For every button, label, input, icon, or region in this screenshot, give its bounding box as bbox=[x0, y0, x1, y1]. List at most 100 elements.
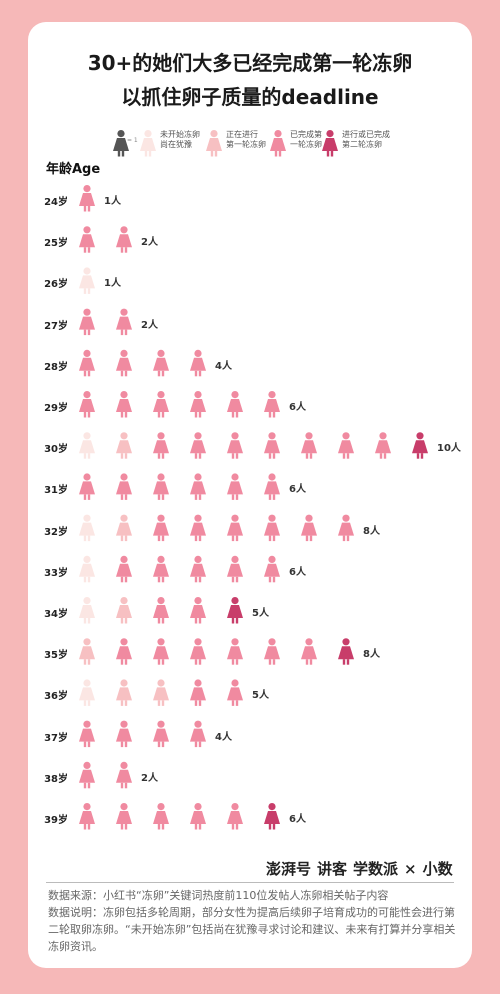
person-icon bbox=[79, 432, 95, 459]
person-icon bbox=[79, 267, 95, 294]
footer-divider bbox=[46, 882, 454, 883]
person-icon bbox=[227, 432, 243, 459]
person-icon bbox=[153, 803, 169, 830]
person-icon bbox=[153, 720, 169, 748]
person-icon bbox=[264, 638, 280, 665]
logo-xiaoshu: 小数 bbox=[422, 860, 453, 878]
person-icon bbox=[301, 638, 317, 665]
person-icon bbox=[264, 432, 280, 459]
person-icon bbox=[79, 638, 95, 665]
person-icon bbox=[116, 473, 132, 500]
person-icon bbox=[190, 720, 206, 748]
person-icon bbox=[79, 555, 95, 583]
person-icon bbox=[227, 473, 243, 500]
person-icon bbox=[227, 638, 243, 665]
person-icon bbox=[190, 432, 206, 459]
age-label: 32岁 bbox=[44, 526, 68, 538]
person-icon bbox=[79, 803, 95, 830]
count-label: 8人 bbox=[363, 649, 380, 661]
logo-xueshupai: 学数派 bbox=[353, 860, 399, 878]
person-icon bbox=[153, 391, 169, 418]
person-icon bbox=[116, 432, 132, 459]
person-icon bbox=[116, 514, 132, 542]
person-icon bbox=[190, 473, 206, 500]
age-axis-header: 年龄Age bbox=[46, 162, 101, 177]
person-icon bbox=[116, 597, 132, 624]
chart-title-line1: 30+的她们大多已经完成第一轮冻卵 bbox=[87, 51, 413, 75]
person-icon bbox=[227, 514, 243, 542]
person-icon bbox=[190, 514, 206, 542]
count-label: 4人 bbox=[215, 731, 232, 743]
age-label: 25岁 bbox=[44, 238, 68, 250]
person-icon bbox=[79, 679, 95, 706]
person-icon bbox=[79, 308, 95, 336]
age-label: 28岁 bbox=[44, 361, 68, 373]
person-icon bbox=[190, 679, 206, 706]
person-icon bbox=[116, 720, 132, 748]
person-icon bbox=[338, 432, 354, 459]
age-label: 37岁 bbox=[44, 732, 68, 744]
person-icon bbox=[153, 638, 169, 665]
person-icon bbox=[116, 349, 132, 377]
person-icon bbox=[190, 555, 206, 583]
age-label: 33岁 bbox=[44, 567, 68, 579]
person-icon bbox=[79, 514, 95, 542]
person-icon bbox=[227, 679, 243, 706]
person-icon bbox=[116, 391, 132, 418]
person-icon bbox=[79, 761, 95, 789]
age-label: 31岁 bbox=[44, 485, 68, 497]
person-icon bbox=[153, 432, 169, 459]
person-icon bbox=[116, 638, 132, 665]
age-label: 29岁 bbox=[44, 403, 68, 414]
person-icon bbox=[338, 514, 354, 542]
person-icon bbox=[264, 555, 280, 583]
person-icon bbox=[79, 720, 95, 748]
person-icon bbox=[264, 514, 280, 542]
count-label: 6人 bbox=[289, 814, 306, 825]
count-label: 5人 bbox=[252, 690, 269, 702]
person-icon bbox=[79, 597, 95, 624]
person-icon bbox=[116, 308, 132, 336]
count-label: 1人 bbox=[104, 278, 121, 290]
person-icon bbox=[301, 514, 317, 542]
count-label: 1人 bbox=[104, 196, 121, 207]
person-icon bbox=[153, 514, 169, 542]
person-icon bbox=[412, 432, 428, 459]
age-label: 26岁 bbox=[44, 279, 68, 291]
person-icon bbox=[264, 803, 280, 830]
person-icon bbox=[190, 391, 206, 418]
footer-notes: 数据来源：小红书“冻卵”关键词热度前110位发帖人冻卵相关帖子内容 数据说明：冻… bbox=[48, 887, 458, 955]
legend-label-in-progress: 正在进行 第一轮冻卵 bbox=[226, 130, 266, 149]
age-label: 39岁 bbox=[44, 815, 68, 826]
legend-label-completed-first: 已完成第 一轮冻卵 bbox=[290, 130, 322, 149]
person-icon bbox=[153, 473, 169, 500]
person-icon bbox=[153, 679, 169, 706]
person-icon bbox=[79, 391, 95, 418]
person-icon bbox=[227, 391, 243, 418]
count-label: 6人 bbox=[289, 566, 306, 578]
person-icon bbox=[79, 226, 95, 253]
person-icon bbox=[227, 803, 243, 830]
person-icon bbox=[190, 349, 206, 377]
person-icon bbox=[79, 185, 95, 212]
person-icon bbox=[264, 391, 280, 418]
legend-label-not-started: 未开始冻卵 尚在犹豫 bbox=[160, 130, 200, 149]
logo-pengpai: 澎湃号 bbox=[266, 860, 312, 878]
count-label: 4人 bbox=[215, 360, 232, 372]
count-label: 6人 bbox=[289, 484, 306, 496]
age-label: 36岁 bbox=[44, 691, 68, 703]
age-label: 30岁 bbox=[44, 444, 68, 456]
person-icon bbox=[153, 349, 169, 377]
card-background bbox=[28, 22, 472, 968]
count-label: 2人 bbox=[141, 319, 158, 331]
age-label: 34岁 bbox=[44, 609, 68, 620]
person-icon bbox=[301, 432, 317, 459]
legend-unit-note: = 1 bbox=[127, 137, 138, 144]
person-icon bbox=[153, 555, 169, 583]
person-icon bbox=[375, 432, 391, 459]
logo-jiangke: 讲客 bbox=[317, 860, 348, 878]
person-icon bbox=[116, 803, 132, 830]
age-label: 38岁 bbox=[44, 773, 68, 785]
footer-source: 数据来源：小红书“冻卵”关键词热度前110位发帖人冻卵相关帖子内容 bbox=[48, 889, 389, 902]
